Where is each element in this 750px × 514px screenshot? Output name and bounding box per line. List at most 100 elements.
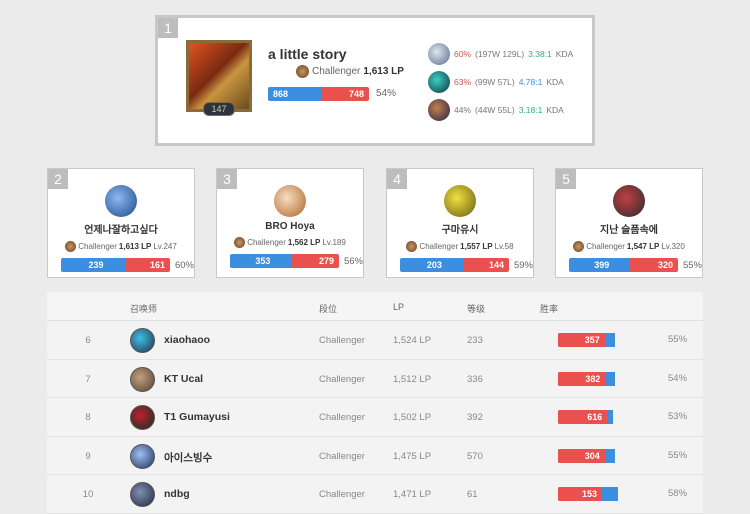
lp: 1,557 LP — [460, 242, 493, 251]
winrate: 55% — [668, 449, 688, 461]
rank-badge: 3 — [217, 169, 237, 189]
table-row[interactable]: 10 ndbg Challenger 1,471 LP 61 208153 58… — [47, 475, 703, 514]
losses: 144 — [463, 258, 509, 272]
summoner-name[interactable]: 언제나잘하고싶다 — [84, 225, 158, 236]
winrate: 60% — [174, 259, 194, 271]
player-card[interactable]: 5 지난 슬픔속에 Challenger 1,547 LP Lv.320 399… — [555, 168, 703, 278]
level: 392 — [467, 412, 483, 423]
tier: Challenger — [312, 66, 361, 77]
tier: Challenger — [586, 242, 625, 251]
player-card[interactable]: 3 BRO Hoya Challenger 1,562 LP Lv.189 35… — [216, 168, 364, 278]
losses: 382 — [558, 371, 606, 386]
summoner-name[interactable]: BRO Hoya — [265, 221, 315, 232]
winrate: 56% — [343, 255, 363, 267]
lp: 1,547 LP — [626, 242, 660, 251]
top-player-card[interactable]: 1 147 a little story Challenger 1,613 LP… — [155, 15, 595, 146]
winrate-bar: 208153 — [558, 487, 662, 501]
tier: Challenger — [319, 335, 365, 346]
wins: 868 — [268, 87, 323, 101]
player-card[interactable]: 2 언제나잘하고싶다 Challenger 1,613 LP Lv.247 23… — [47, 168, 195, 278]
rank-badge: 5 — [556, 169, 576, 189]
champion-stat: 60% (197W 129L) 3.38:1 KDA — [428, 40, 573, 68]
champion-winrate: 63% — [454, 77, 472, 87]
profile-icon — [105, 185, 137, 217]
winrate-bar: 353 279 — [230, 254, 339, 268]
summoner-name[interactable]: 아이스빙수 — [164, 451, 213, 464]
table-row[interactable]: 8 T1 Gumayusi Challenger 1,502 LP 392 68… — [47, 398, 703, 437]
table-row[interactable]: 6 xiaohaoo Challenger 1,524 LP 233 43635… — [47, 321, 703, 360]
tier: Challenger — [319, 450, 365, 462]
losses: 748 — [322, 87, 369, 101]
tier-info: Challenger 1,547 LP Lv.320 — [556, 241, 702, 252]
losses: 357 — [558, 333, 605, 347]
summoner-name[interactable]: ndbg — [164, 488, 190, 500]
profile-icon — [130, 366, 155, 392]
profile-icon — [130, 443, 155, 469]
tier-info: Challenger 1,557 LP Lv.58 — [387, 241, 533, 252]
champion-winrate: 44% — [454, 105, 472, 115]
losses: 304 — [558, 448, 605, 463]
winrate-bar: 868 748 — [268, 87, 369, 101]
tier: Challenger — [319, 373, 365, 385]
profile-icon — [274, 185, 306, 217]
table-row[interactable]: 7 KT Ucal Challenger 1,512 LP 336 457382… — [47, 359, 703, 398]
challenger-emblem-icon — [573, 241, 585, 252]
wins: 399 — [569, 258, 630, 272]
winrate-bar: 457382 — [558, 371, 662, 386]
winrate-bar: 239 161 — [61, 258, 170, 272]
champion-winrate: 60% — [454, 49, 472, 59]
champion-kda: 3.38:1 — [528, 49, 552, 59]
summoner-name[interactable]: xiaohaoo — [164, 334, 211, 346]
winrate: 55% — [668, 334, 688, 345]
level: Lv.189 — [322, 238, 346, 247]
tier-info: Challenger 1,613 LP — [296, 65, 404, 78]
champion-icon — [428, 43, 450, 65]
wins: 353 — [230, 254, 291, 268]
wins: 239 — [61, 258, 127, 272]
winrate: 53% — [668, 411, 688, 422]
winrate: 59% — [513, 259, 533, 271]
winrate-bar: 203 144 — [400, 258, 509, 272]
champion-record: (197W 129L) — [475, 49, 525, 59]
champion-icon — [428, 99, 450, 121]
summoner-name[interactable]: KT Ucal — [164, 372, 204, 385]
winrate-bar: 399 320 — [569, 258, 678, 272]
rank-badge: 2 — [48, 169, 68, 189]
champion-icon — [428, 71, 450, 93]
header-tier: 段位 — [319, 304, 338, 314]
rank: 10 — [82, 489, 94, 500]
champion-stat: 44% (44W 55L) 3.18:1 KDA — [428, 96, 573, 124]
summoner-name[interactable]: T1 Gumayusi — [164, 411, 230, 423]
player-card[interactable]: 4 구마유시 Challenger 1,557 LP Lv.58 203 144 5… — [386, 168, 534, 278]
losses: 616 — [558, 410, 608, 424]
lp: 1,471 LP — [393, 489, 432, 500]
profile-icon — [613, 185, 645, 217]
level: 570 — [467, 450, 483, 462]
rank-badge: 4 — [387, 169, 407, 189]
profile-icon — [444, 185, 476, 217]
summoner-name[interactable]: 지난 슬픔속에 — [600, 225, 658, 236]
tier: Challenger — [319, 412, 365, 423]
rank: 7 — [85, 373, 91, 385]
table-row[interactable]: 9 아이스빙수 Challenger 1,475 LP 570 372304 5… — [47, 436, 703, 475]
losses: 153 — [558, 487, 603, 501]
summoner-name[interactable]: 구마유시 — [441, 225, 479, 236]
kda-label: KDA — [546, 77, 564, 87]
tier: Challenger — [78, 242, 117, 251]
header-summoner: 召唤师 — [130, 304, 158, 314]
losses: 161 — [126, 258, 170, 272]
header-level: 等级 — [467, 304, 486, 314]
tier-info: Challenger 1,613 LP Lv.247 — [48, 241, 194, 252]
lp: 1,613 LP — [118, 242, 152, 251]
challenger-emblem-icon — [65, 241, 77, 252]
lp: 1,512 LP — [393, 373, 432, 385]
winrate: 54% — [376, 88, 397, 99]
profile-icon — [130, 405, 155, 430]
level-badge: 147 — [203, 102, 235, 116]
rank: 9 — [85, 450, 91, 462]
lp: 1,502 LP — [393, 412, 432, 423]
profile-icon — [130, 328, 155, 353]
losses: 320 — [629, 258, 678, 272]
winrate: 54% — [668, 372, 688, 384]
summoner-name[interactable]: a little story — [268, 46, 347, 62]
